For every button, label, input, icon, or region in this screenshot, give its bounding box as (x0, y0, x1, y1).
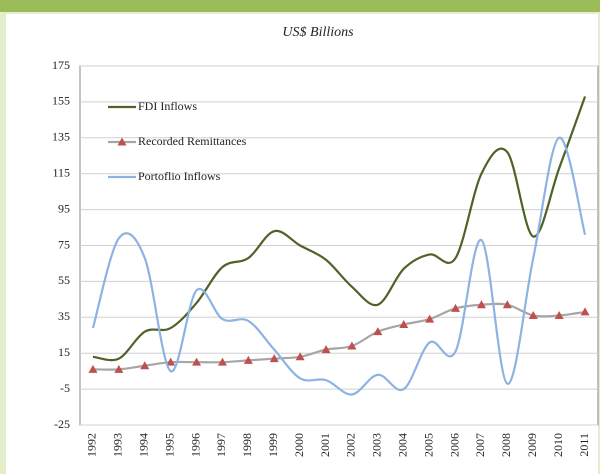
series-line (92, 96, 587, 362)
x-tick-label: 2002 (344, 433, 358, 457)
x-tick-label: 2004 (396, 433, 410, 457)
y-tick-label: 55 (58, 273, 70, 287)
marker (192, 357, 202, 366)
marker (554, 311, 564, 320)
marker (399, 319, 409, 328)
marker (347, 341, 357, 350)
y-tick-label: -5 (60, 381, 70, 395)
x-tick-label: 1999 (266, 433, 280, 457)
y-tick-label: 95 (58, 201, 70, 215)
marker (269, 354, 279, 363)
y-tick-label: 155 (52, 94, 70, 108)
marker (295, 352, 305, 361)
marker (166, 357, 176, 366)
legend-label: FDI Inflows (138, 99, 197, 113)
marker (476, 300, 486, 309)
y-tick-label: 15 (58, 345, 70, 359)
x-tick-label: 2008 (499, 433, 513, 457)
legend-label: Portoflio Inflows (138, 169, 221, 183)
y-tick-label: 115 (52, 165, 70, 179)
x-tick-label: 2001 (318, 433, 332, 457)
x-tick-label: 1994 (137, 433, 151, 457)
x-tick-label: 1993 (111, 433, 125, 457)
x-tick-label: 1998 (240, 433, 254, 457)
x-tick-label: 2011 (577, 433, 591, 457)
x-tick-label: 2006 (447, 433, 461, 457)
series-line (91, 136, 587, 396)
y-tick-label: 75 (58, 237, 70, 251)
y-tick-label: 175 (52, 58, 70, 72)
x-tick-label: 2009 (525, 433, 539, 457)
y-tick-label: 35 (58, 309, 70, 323)
x-tick-label: 1992 (85, 433, 99, 457)
x-tick-label: 2000 (292, 433, 306, 457)
legend-marker (117, 137, 127, 146)
x-tick-label: 1995 (162, 433, 176, 457)
marker (114, 364, 124, 373)
marker (321, 345, 331, 354)
legend-label: Recorded Remittances (138, 134, 247, 148)
x-tick-label: 2005 (421, 433, 435, 457)
x-tick-label: 2007 (473, 433, 487, 457)
x-tick-label: 1997 (214, 433, 228, 457)
y-tick-label: -25 (54, 417, 70, 431)
chart-panel (6, 14, 598, 474)
x-tick-label: 1996 (188, 433, 202, 457)
marker (140, 361, 150, 370)
marker (88, 364, 98, 373)
x-tick-label: 2003 (370, 433, 384, 457)
marker (243, 355, 253, 364)
marker (217, 357, 227, 366)
y-tick-label: 135 (52, 130, 70, 144)
marker (373, 327, 383, 336)
marker (451, 303, 461, 312)
marker (528, 311, 538, 320)
header-bar (0, 0, 600, 12)
marker (580, 307, 590, 316)
marker (502, 300, 512, 309)
marker (425, 314, 435, 323)
x-tick-label: 2010 (551, 433, 565, 457)
chart-subtitle: US$ Billions (282, 25, 354, 40)
